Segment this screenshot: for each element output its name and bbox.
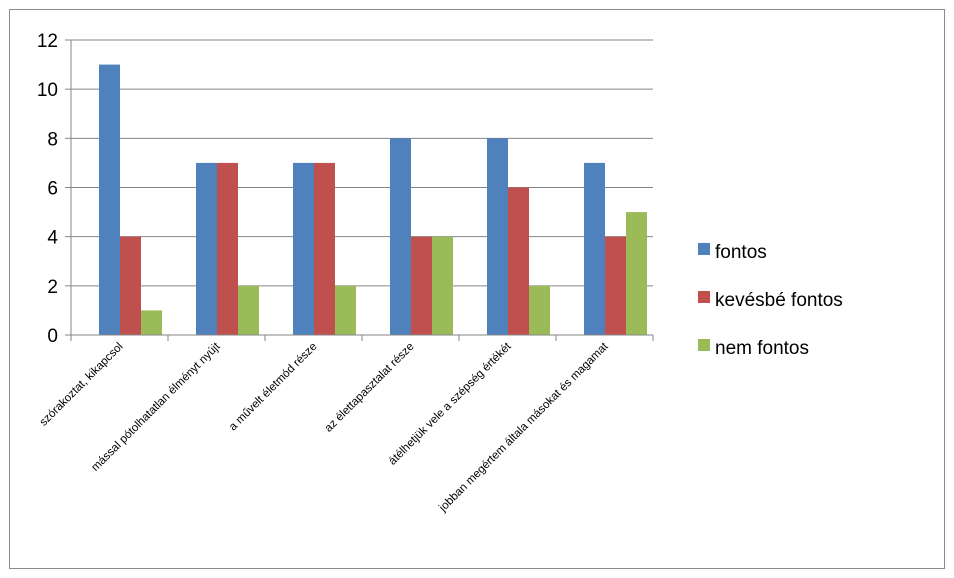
legend-label: nem fontos xyxy=(715,338,809,359)
axes xyxy=(65,39,654,341)
legend-swatch xyxy=(698,339,710,351)
bar xyxy=(293,162,314,335)
y-tick-label: 6 xyxy=(47,179,58,200)
bar xyxy=(529,285,550,335)
y-tick-label: 4 xyxy=(47,228,58,249)
y-tick-label: 0 xyxy=(47,326,58,347)
bar xyxy=(605,236,626,335)
legend-swatch xyxy=(698,243,710,255)
legend-label: fontos xyxy=(715,242,767,263)
bar xyxy=(432,236,453,335)
bar xyxy=(411,236,432,335)
bar xyxy=(99,64,120,335)
bar xyxy=(584,162,605,335)
y-tick-labels: 0 2 4 6 8 10 12 xyxy=(37,31,59,347)
chart-frame xyxy=(9,9,945,569)
bar xyxy=(508,187,529,335)
y-tick-label: 8 xyxy=(47,129,58,150)
gridlines xyxy=(71,39,653,287)
bar xyxy=(626,212,647,335)
bar xyxy=(487,138,508,335)
y-tick-label: 10 xyxy=(37,80,58,101)
y-tick-label: 2 xyxy=(47,277,58,298)
x-category-label: szórakoztat, kikapcsol xyxy=(38,341,126,429)
bar xyxy=(120,236,141,335)
bar xyxy=(238,285,259,335)
legend: fontos kevésbé fontos nem fontos xyxy=(698,242,843,359)
x-category-label: az élettapasztalat része xyxy=(323,341,417,435)
x-category-label: a művelt életmód része xyxy=(227,341,320,434)
x-category-label: jobban megértem általa másokat és magama… xyxy=(436,340,611,515)
bar xyxy=(314,162,335,335)
bar xyxy=(390,138,411,335)
y-tick-label: 12 xyxy=(37,31,58,52)
bars xyxy=(99,64,647,335)
bar xyxy=(335,285,356,335)
legend-label: kevésbé fontos xyxy=(715,290,843,311)
bar xyxy=(217,162,238,335)
legend-swatch xyxy=(698,291,710,303)
bar xyxy=(141,310,162,335)
bar xyxy=(196,162,217,335)
